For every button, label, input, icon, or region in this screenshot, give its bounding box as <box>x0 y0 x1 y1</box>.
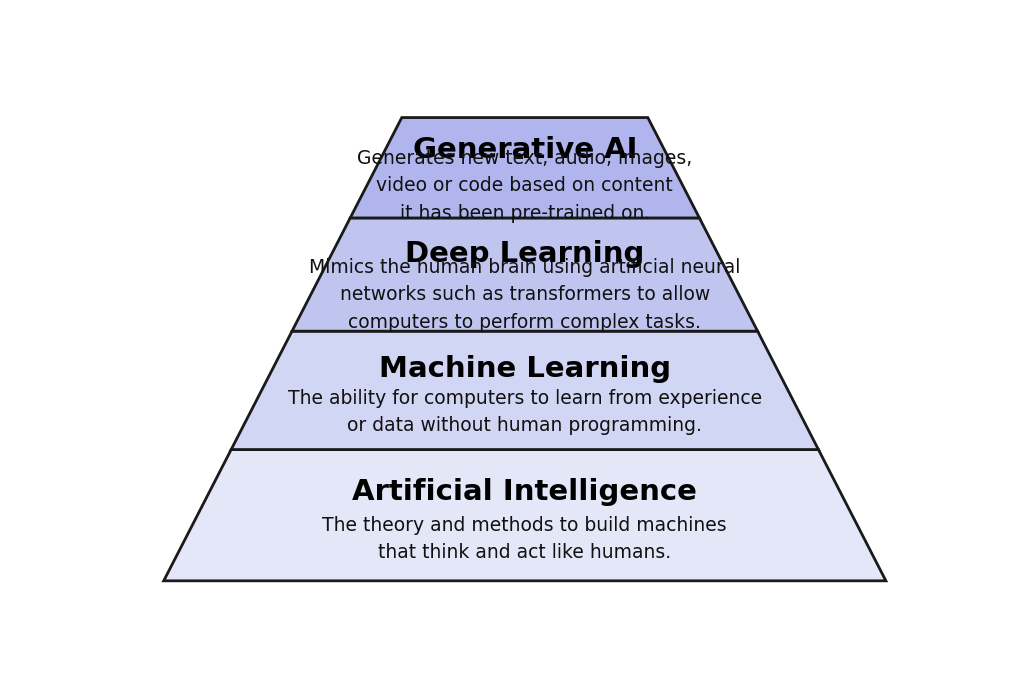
Text: The ability for computers to learn from experience
or data without human program: The ability for computers to learn from … <box>288 389 762 435</box>
Polygon shape <box>292 218 758 331</box>
Text: Artificial Intelligence: Artificial Intelligence <box>352 477 697 506</box>
Polygon shape <box>350 118 699 218</box>
Text: Mimics the human brain using artificial neural
networks such as transformers to : Mimics the human brain using artificial … <box>309 258 740 332</box>
Text: The theory and methods to build machines
that think and act like humans.: The theory and methods to build machines… <box>323 516 727 562</box>
Text: Deep Learning: Deep Learning <box>406 240 644 268</box>
Text: Machine Learning: Machine Learning <box>379 355 671 383</box>
Polygon shape <box>231 331 818 450</box>
Text: Generative AI: Generative AI <box>413 136 637 164</box>
Polygon shape <box>164 450 886 581</box>
Text: Generates new text, audio, images,
video or code based on content
it has been pr: Generates new text, audio, images, video… <box>357 149 692 222</box>
